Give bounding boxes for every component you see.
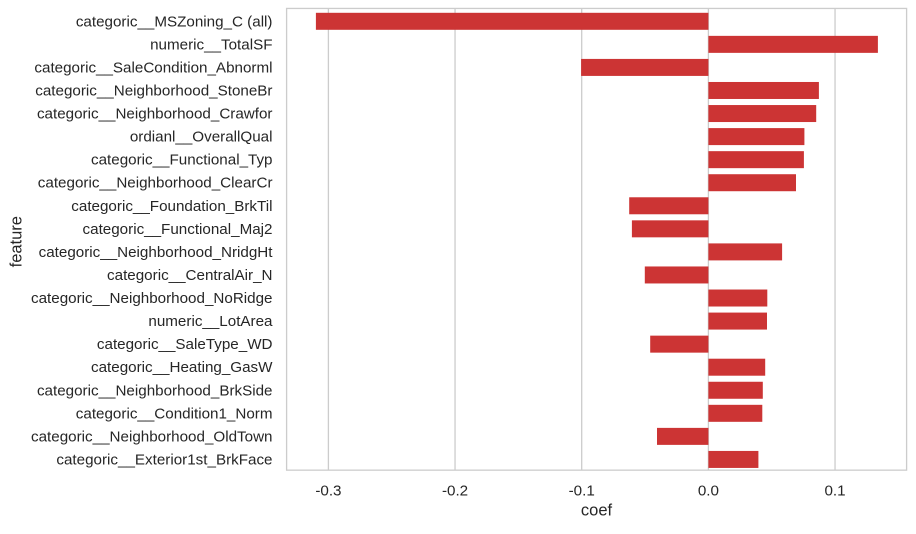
svg-text:categoric__Condition1_Norm: categoric__Condition1_Norm [76,405,273,422]
svg-text:categoric__Neighborhood_Crawfo: categoric__Neighborhood_Crawfor [37,106,273,123]
svg-text:categoric__Neighborhood_ClearC: categoric__Neighborhood_ClearCr [38,175,273,192]
svg-text:categoric__SaleType_WD: categoric__SaleType_WD [97,336,273,353]
svg-text:categoric__SaleCondition_Abnor: categoric__SaleCondition_Abnorml [34,59,272,76]
svg-text:coef: coef [581,502,613,520]
svg-text:categoric__Neighborhood_NoRidg: categoric__Neighborhood_NoRidge [31,290,272,307]
svg-text:categoric__MSZoning_C (all): categoric__MSZoning_C (all) [76,13,273,30]
svg-text:categoric__Exterior1st_BrkFace: categoric__Exterior1st_BrkFace [56,451,272,468]
svg-text:0.1: 0.1 [824,482,845,499]
svg-text:categoric__Functional_Maj2: categoric__Functional_Maj2 [83,221,273,238]
svg-text:ordianl__OverallQual: ordianl__OverallQual [130,129,273,146]
svg-text:0.0: 0.0 [698,482,719,499]
svg-text:-0.2: -0.2 [442,482,468,499]
svg-text:categoric__Heating_GasW: categoric__Heating_GasW [91,359,273,376]
svg-text:categoric__Functional_Typ: categoric__Functional_Typ [91,152,273,169]
svg-text:categoric__Neighborhood_NridgH: categoric__Neighborhood_NridgHt [39,244,274,261]
svg-text:-0.1: -0.1 [569,482,595,499]
svg-text:categoric__CentralAir_N: categoric__CentralAir_N [107,267,272,284]
svg-text:categoric__Neighborhood_BrkSid: categoric__Neighborhood_BrkSide [37,382,273,399]
svg-text:-0.3: -0.3 [315,482,341,499]
svg-text:categoric__Neighborhood_OldTow: categoric__Neighborhood_OldTown [31,428,272,445]
svg-text:numeric__LotArea: numeric__LotArea [148,313,273,330]
svg-text:categoric__Foundation_BrkTil: categoric__Foundation_BrkTil [71,198,272,215]
svg-text:numeric__TotalSF: numeric__TotalSF [150,36,272,53]
svg-text:categoric__Neighborhood_StoneB: categoric__Neighborhood_StoneBr [35,82,272,99]
svg-text:feature: feature [8,216,26,267]
